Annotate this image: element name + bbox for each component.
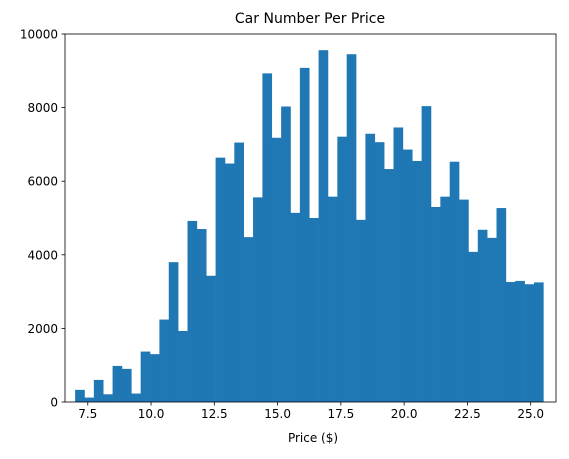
histogram-bar [412,160,422,402]
y-tick-label: 6000 [27,175,58,189]
histogram-bar [262,73,273,402]
histogram-bar [318,50,329,402]
histogram-bar [159,319,170,402]
histogram-bar [505,282,516,402]
x-tick-label: 15.0 [264,407,291,421]
x-tick-label: 12.5 [201,407,228,421]
histogram-bar [440,196,450,402]
x-tick-label: 10.0 [138,407,165,421]
bars-group [75,50,544,403]
histogram-bar [224,163,235,402]
y-tick-label: 10000 [20,28,58,42]
histogram-bar [309,218,319,402]
y-axis: 0 2000 4000 6000 8000 10000 [20,28,65,410]
histogram-bar [84,397,95,402]
histogram-bar [196,229,207,402]
x-tick-label: 7.5 [78,407,97,421]
histogram-bar [346,54,357,403]
x-tick-label: 17.5 [328,407,355,421]
histogram-bar [253,197,263,402]
histogram-bar [150,354,160,402]
histogram-bar [168,262,179,402]
histogram-bar [243,237,254,402]
y-tick-label: 8000 [27,101,58,115]
histogram-bar [421,106,432,402]
x-axis: 7.5 10.0 12.5 15.0 17.5 20.0 22.5 25.0 [78,402,544,421]
histogram-bar [402,149,413,402]
histogram-bar [112,365,123,402]
histogram-bar [430,206,441,402]
histogram-bar [206,275,216,402]
histogram-bar [356,219,366,402]
histogram-bar [121,368,132,402]
histogram-bar [215,157,226,402]
histogram-bar [459,199,469,402]
histogram-bar [384,169,394,402]
y-tick-label: 2000 [27,322,58,336]
histogram-bar [524,284,535,402]
histogram-bar [496,208,507,402]
histogram-bar [393,127,404,402]
y-tick-label: 4000 [27,248,58,262]
histogram-bar [449,161,460,402]
chart-title: Car Number Per Price [235,11,385,27]
histogram-bar [477,229,488,402]
histogram-bar [93,379,104,402]
histogram-bar [103,394,113,402]
plot-frame [64,33,557,403]
histogram-bar [327,196,338,402]
x-tick-label: 20.0 [391,407,418,421]
histogram-bar [234,142,244,402]
histogram-bar [533,282,544,402]
x-tick-label: 22.5 [454,407,481,421]
x-axis-label: Price ($) [288,431,338,445]
histogram-bar [281,106,291,402]
histogram-bar [140,351,151,402]
histogram-bar [515,280,525,402]
y-tick-label: 0 [50,396,58,410]
histogram-bar [487,237,497,402]
histogram-bar [374,142,385,402]
x-tick-label: 25.0 [517,407,544,421]
histogram-bar [131,393,141,402]
histogram-bar [365,133,376,403]
histogram-bar [271,137,282,402]
histogram-bar [299,67,310,403]
histogram-bar [75,389,85,402]
histogram-bar [187,220,198,402]
histogram-bar [337,136,347,403]
histogram-bar [468,251,479,402]
histogram-bar [178,330,188,402]
histogram-bar [290,212,301,402]
